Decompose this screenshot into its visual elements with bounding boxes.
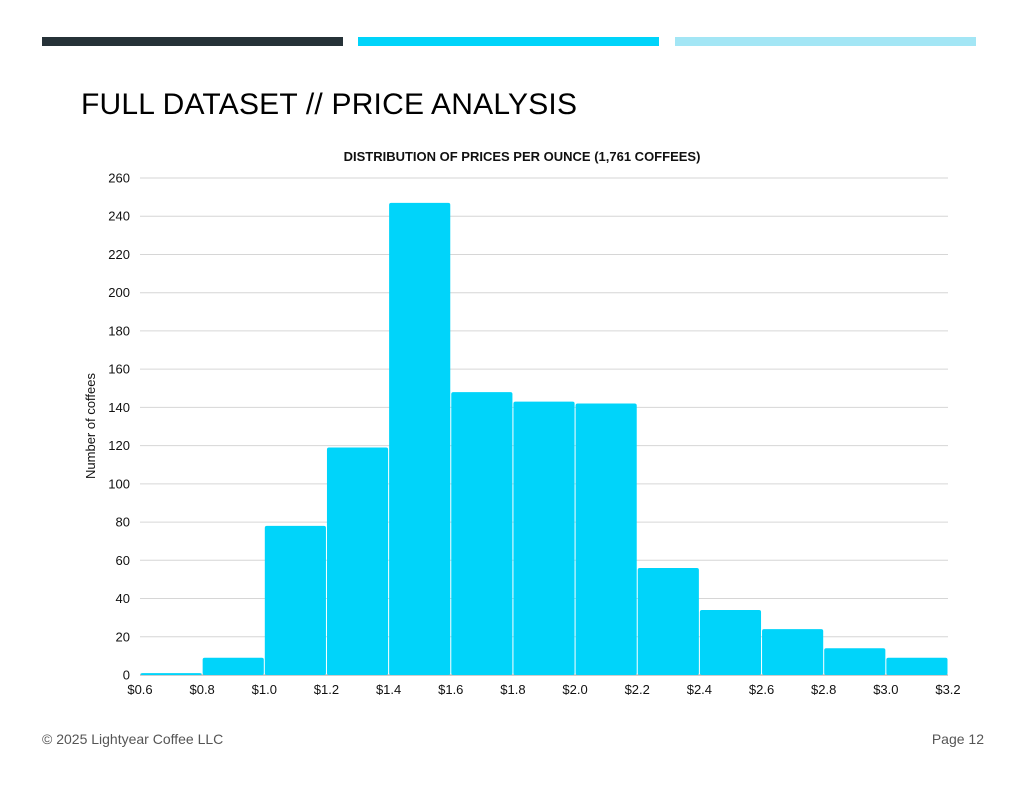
x-tick-label: $1.0 [252, 682, 277, 697]
x-tick-label: $2.6 [749, 682, 774, 697]
histogram-bar [202, 657, 264, 675]
y-tick-label: 240 [108, 209, 130, 224]
histogram-bar [513, 401, 575, 675]
y-tick-label: 100 [108, 476, 130, 491]
histogram-bar [326, 447, 389, 675]
histogram-bar [575, 403, 637, 675]
x-tick-label: $1.8 [500, 682, 525, 697]
x-tick-label: $3.2 [935, 682, 960, 697]
y-tick-label: 60 [116, 553, 130, 568]
y-tick-label: 200 [108, 285, 130, 300]
x-tick-label: $3.0 [873, 682, 898, 697]
x-tick-label: $2.4 [687, 682, 712, 697]
histogram-bar [699, 610, 762, 675]
chart-title: DISTRIBUTION OF PRICES PER OUNCE (1,761 … [344, 149, 701, 164]
header-accent-bar-cyan [358, 37, 659, 46]
x-tick-label: $2.2 [625, 682, 650, 697]
y-tick-label: 40 [116, 591, 130, 606]
x-tick-label: $1.4 [376, 682, 401, 697]
y-tick-label: 80 [116, 515, 130, 530]
x-tick-label: $1.2 [314, 682, 339, 697]
histogram-bar [637, 567, 699, 675]
page-title: FULL DATASET // PRICE ANALYSIS [81, 88, 578, 121]
y-tick-label: 140 [108, 400, 130, 415]
y-tick-label: 20 [116, 629, 130, 644]
header-accent-bar-light [675, 37, 976, 46]
y-tick-labels: 0 20 40 60 80 100 120 140 160 180 200 220 240 260 [108, 171, 130, 683]
histogram-bar [451, 392, 513, 675]
x-tick-label: $0.8 [189, 682, 214, 697]
y-tick-label: 160 [108, 362, 130, 377]
histogram-bar [762, 629, 824, 675]
y-axis-label: Number of coffees [83, 373, 98, 479]
y-tick-label: 0 [123, 668, 130, 683]
y-tick-label: 220 [108, 247, 130, 262]
y-tick-label: 260 [108, 171, 130, 186]
x-tick-label: $1.6 [438, 682, 463, 697]
histogram-bar [886, 657, 948, 675]
histogram-bars [140, 202, 948, 675]
header-accent-bar-dark [42, 37, 343, 46]
x-tick-labels: $0.6 $0.8 $1.0 $1.2 $1.4 $1.6 $1.8 $2.0 $2.2 $2.4… [127, 682, 960, 697]
y-tick-label: 120 [108, 438, 130, 453]
histogram-bar [824, 648, 886, 675]
footer-copyright: © 2025 Lightyear Coffee LLC [42, 731, 224, 747]
y-tick-label: 180 [108, 323, 130, 338]
footer-page-number: Page 12 [931, 731, 984, 747]
histogram-bar [389, 202, 451, 675]
x-tick-label: $0.6 [127, 682, 152, 697]
histogram-bar [140, 673, 202, 675]
histogram-bar [264, 525, 326, 675]
x-tick-label: $2.8 [811, 682, 836, 697]
x-tick-label: $2.0 [562, 682, 587, 697]
